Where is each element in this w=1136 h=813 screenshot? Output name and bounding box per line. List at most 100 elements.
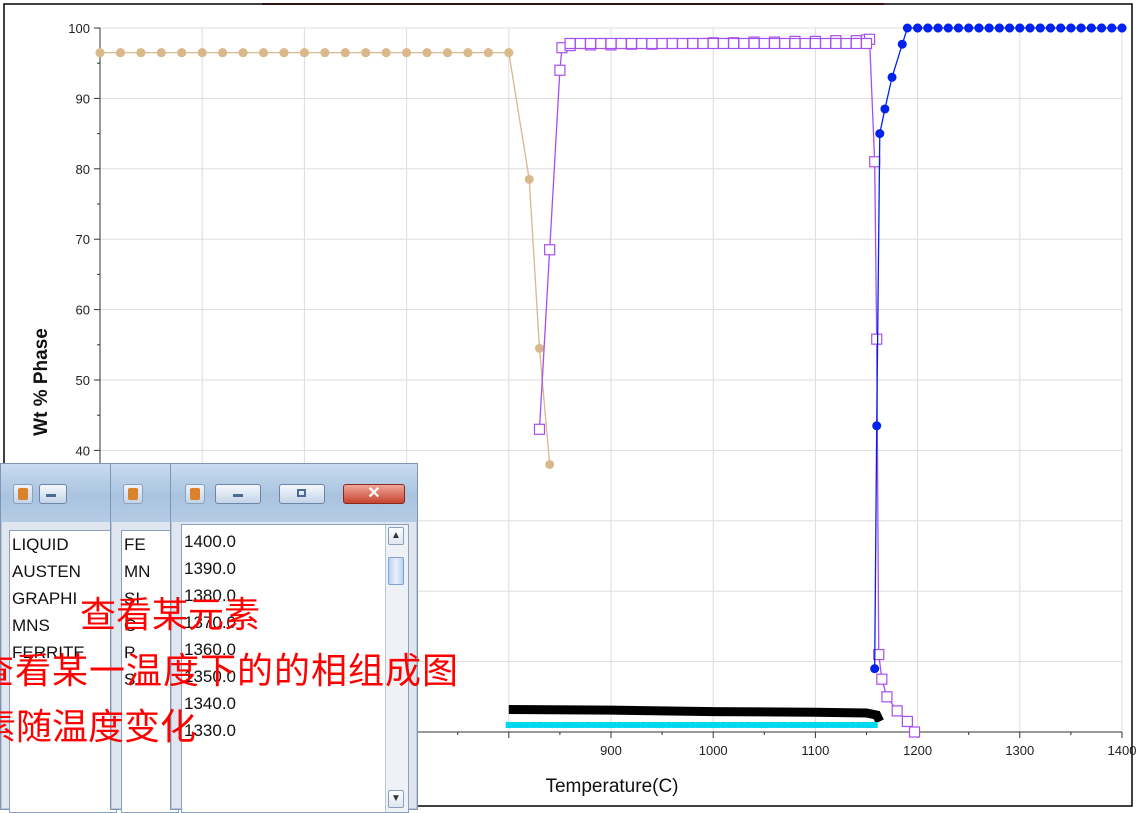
data-point [689,721,696,728]
data-point [836,721,843,728]
annotation-element: 查看某元素 [80,595,261,636]
data-point [616,721,623,728]
phase-list-item[interactable]: GRAPHI [12,589,78,608]
element-list-item[interactable]: SI [124,589,141,608]
data-point [953,23,963,33]
data-point [560,721,567,728]
phase-list-item[interactable]: AUSTEN [12,562,81,581]
x-axis-label: Temperature(C) [545,776,678,797]
data-point [943,23,953,33]
data-point [524,721,531,728]
data-point [732,721,739,728]
element-list-item[interactable]: MN [124,562,151,581]
element-window-titlebar[interactable] [111,464,179,522]
phase-list-item[interactable]: LIQUID [12,535,69,554]
data-point [726,721,733,728]
maximize-button[interactable] [279,484,325,504]
temperature-list-item[interactable]: 1370.0 [184,613,236,632]
data-point [800,721,807,728]
minimize-button[interactable] [39,484,67,504]
data-point [812,721,819,728]
data-point [840,37,852,50]
minimize-icon [46,494,56,497]
data-point [530,721,537,728]
data-point [881,691,893,703]
data-point [1056,23,1066,33]
data-point [573,721,580,728]
temperature-list-item[interactable]: 1330.0 [184,721,236,740]
data-point [850,37,862,50]
scroll-down-button[interactable]: ▼ [388,790,404,808]
data-point [299,48,309,58]
element-list-item[interactable]: P [124,643,136,662]
data-point [545,459,555,469]
data-point [665,721,672,728]
data-point [933,23,943,33]
phase-list[interactable]: LIQUID AUSTEN GRAPHI MNS FERRITE [9,530,117,813]
data-point [646,37,658,50]
data-point [824,721,831,728]
data-point [340,48,350,58]
data-point [659,721,666,728]
data-point [964,23,974,33]
temperature-list-item[interactable]: 1400.0 [184,532,236,551]
temperature-list-window[interactable]: ✕ 1400.0 1390.0 1380.0 1370.0 1360.0 1350.0 13… [170,463,418,813]
y-tick-label: 50 [76,373,90,388]
data-point [1086,23,1096,33]
data-point [1045,23,1055,33]
data-point [381,48,391,58]
phase-list-item[interactable]: MNS [12,616,50,635]
java-icon [13,484,33,504]
scroll-thumb[interactable] [388,557,404,585]
x-tick-label: 1400 [1108,743,1136,758]
data-point [913,23,923,33]
temperature-list-item[interactable]: 1350.0 [184,667,236,686]
temperature-list-item[interactable]: 1390.0 [184,559,236,578]
scroll-up-button[interactable]: ▲ [388,527,404,545]
scrollbar[interactable]: ▲ ▼ [385,525,408,812]
element-list-item[interactable]: S [124,670,136,689]
data-point [542,721,549,728]
series-0 [95,48,555,469]
temperature-list-item[interactable]: 1340.0 [184,694,236,713]
tick-labels: 40 50 60 70 80 90 100 900 1000 1100 1200 1300 1400 [68,21,1136,758]
series-line [874,27,1122,669]
temperature-list[interactable]: 1400.0 1390.0 1380.0 1370.0 1360.0 1350.0 1340… [181,524,409,813]
data-point [748,37,760,50]
data-point [666,37,678,50]
data-point [640,721,647,728]
data-point [744,721,751,728]
data-point [574,37,586,50]
data-point [809,37,822,50]
data-point [717,37,730,50]
close-button[interactable]: ✕ [343,484,405,504]
data-point [534,343,544,353]
chart-border [3,3,1133,807]
data-point [628,721,635,728]
data-point [763,721,770,728]
data-point [781,721,788,728]
y-axis-label: Wt % Phase [31,328,52,436]
minimize-button[interactable] [215,484,261,504]
data-point [595,37,607,50]
data-point [994,23,1004,33]
data-point [548,721,555,728]
data-point [794,721,801,728]
temperature-list-item[interactable]: 1380.0 [184,586,236,605]
data-point [1005,23,1015,33]
data-point [361,48,371,58]
data-point [820,37,832,50]
phase-list-item[interactable]: FERRITE [12,643,85,662]
data-point [554,721,561,728]
data-point [505,721,512,728]
phase-list-window[interactable]: LIQUID AUSTEN GRAPHI MNS FERRITE [0,463,122,813]
data-point [402,48,412,58]
data-point [799,37,811,50]
data-point [738,37,750,50]
element-list-item[interactable]: C [124,616,137,635]
data-point [875,129,885,139]
x-tick-label: 1300 [1005,743,1034,758]
temperature-list-item[interactable]: 1360.0 [184,640,236,659]
data-point [136,48,146,58]
element-list-item[interactable]: FE [124,535,146,554]
